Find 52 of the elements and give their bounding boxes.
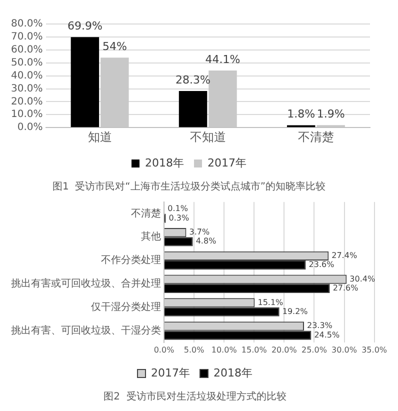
legend-label: 2017年: [208, 156, 246, 170]
x-tick-label: 0.0%: [154, 345, 175, 354]
data-label: 15.1%: [258, 298, 284, 307]
x-tick-label: 不清楚: [298, 130, 334, 144]
data-label: 54%: [102, 40, 127, 54]
y-tick-label: 70.0%: [10, 32, 43, 43]
bar: [70, 37, 100, 128]
y-tick-label: 不作分类处理: [101, 254, 161, 266]
y-tick-label: 挑出有害或可回收垃圾、合并处理: [11, 277, 161, 290]
data-label: 27.4%: [332, 251, 358, 260]
data-label: 44.1%: [205, 52, 240, 66]
y-tick-label: 10.0%: [10, 109, 43, 120]
data-label: 28.3%: [176, 73, 210, 86]
y-tick-label: 30.0%: [10, 83, 43, 94]
data-label: 27.6%: [332, 284, 359, 293]
text: 图2 受访市民对生活垃圾处理方式的比较: [104, 390, 286, 403]
x-tick-label: 35.0%: [362, 345, 388, 354]
data-label: 19.2%: [282, 306, 308, 316]
data-label: 23.3%: [306, 321, 333, 330]
y-tick-label: 40.0%: [10, 70, 43, 82]
bar: [178, 90, 208, 128]
y-tick-label: 挑出有害、可回收垃圾、干湿分类: [11, 324, 161, 336]
data-label: 23.6%: [308, 260, 335, 270]
y-tick-label: 80.0%: [10, 18, 43, 30]
x-tick-label: 15.0%: [241, 345, 268, 354]
x-tick-label: 25.0%: [302, 345, 328, 354]
x-tick-label: 知道: [88, 130, 112, 144]
data-label: 1.9%: [316, 108, 345, 120]
data-label: 1.8%: [287, 108, 316, 121]
y-tick-label: 仅干湿分类处理: [91, 300, 161, 313]
data-label: 4.8%: [196, 236, 217, 246]
data-label: 24.5%: [314, 330, 340, 340]
y-tick-label: 其他: [141, 230, 161, 243]
x-tick-label: 30.0%: [332, 345, 358, 354]
y-tick-label: 20.0%: [10, 96, 43, 108]
x-tick-label: 10.0%: [211, 345, 238, 354]
data-label: 0.1%: [168, 204, 188, 214]
y-tick-label: 不清楚: [131, 207, 161, 220]
data-label: 69.9%: [67, 19, 102, 32]
data-label: 0.3%: [168, 213, 190, 222]
x-tick-label: 20.0%: [271, 345, 298, 354]
legend-label: 2018年: [145, 156, 184, 170]
legend-label: 2018年: [214, 366, 252, 380]
data-label: 3.7%: [189, 228, 210, 237]
data-label: 30.4%: [350, 274, 376, 284]
text: 图1 受访市民对“上海市生活垃圾分类试点城市”的知晓率比较: [52, 180, 326, 193]
y-tick-label: 50.0%: [10, 57, 43, 68]
y-tick-label: 60.0%: [10, 44, 43, 56]
y-tick-label: 0.0%: [17, 122, 43, 134]
x-tick-label: 5.0%: [184, 345, 205, 354]
x-tick-label: 不知道: [190, 130, 226, 144]
legend-label: 2017年: [151, 366, 190, 380]
